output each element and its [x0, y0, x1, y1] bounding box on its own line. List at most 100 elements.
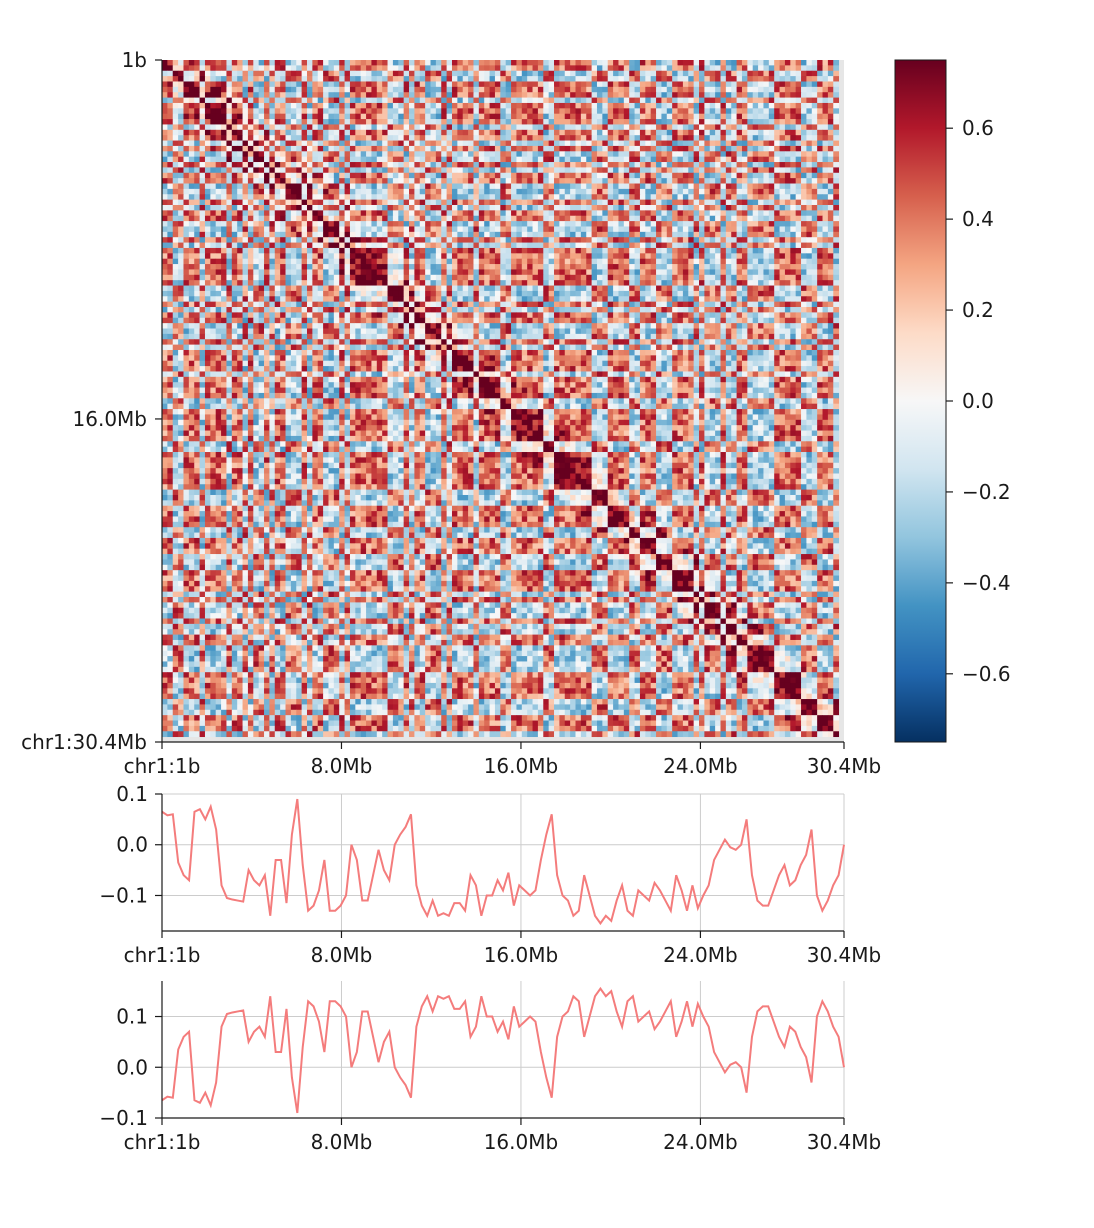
heatmap-cell: [162, 204, 168, 211]
heatmap-cell: [672, 221, 678, 227]
heatmap-cell: [548, 97, 555, 104]
heatmap-cell: [570, 178, 576, 184]
heatmap-cell: [285, 204, 292, 211]
heatmap-cell: [398, 221, 405, 227]
heatmap-cell: [811, 237, 818, 243]
heatmap-cell: [409, 237, 415, 243]
heatmap-cell: [634, 119, 641, 125]
heatmap-cell: [639, 97, 646, 104]
heatmap-cell: [682, 102, 689, 109]
heatmap-cell: [602, 258, 609, 265]
heatmap-cell: [462, 199, 469, 206]
heatmap-cell: [763, 135, 770, 141]
heatmap-cell: [247, 86, 254, 93]
heatmap-cell: [827, 183, 834, 190]
heatmap-cell: [285, 129, 292, 136]
heatmap-cell: [548, 258, 555, 265]
heatmap-cell: [355, 221, 362, 227]
heatmap-cell: [446, 258, 453, 265]
heatmap-cell: [747, 247, 754, 254]
heatmap-cell: [580, 204, 587, 211]
heatmap-cell: [172, 129, 179, 136]
heatmap-cell: [451, 221, 458, 227]
heatmap-cell: [725, 119, 732, 125]
heatmap-cell: [564, 119, 571, 125]
heatmap-cell: [409, 231, 415, 238]
heatmap-cell: [306, 113, 313, 120]
heatmap-cell: [591, 231, 598, 238]
heatmap-cell: [559, 178, 566, 184]
heatmap-cell: [656, 60, 662, 66]
heatmap-cell: [306, 199, 313, 206]
heatmap-cell: [548, 237, 555, 243]
heatmap-cell: [543, 145, 550, 152]
heatmap-cell: [537, 237, 544, 243]
heatmap-cell: [494, 108, 501, 115]
heatmap-cell: [451, 124, 458, 131]
heatmap-cell: [312, 258, 319, 265]
heatmap-cell: [645, 194, 652, 201]
heatmap-cell: [290, 247, 297, 254]
heatmap-cell: [693, 145, 700, 152]
heatmap-cell: [790, 226, 797, 233]
heatmap-cell: [763, 97, 770, 104]
heatmap-cell: [210, 65, 217, 72]
heatmap-cell: [210, 113, 217, 120]
heatmap-cell: [768, 76, 775, 82]
heatmap-cell: [559, 135, 566, 141]
heatmap-cell: [527, 188, 533, 195]
heatmap-cell: [763, 65, 770, 72]
heatmap-cell: [822, 247, 829, 254]
heatmap-cell: [264, 264, 270, 270]
heatmap-cell: [215, 247, 222, 254]
heatmap-cell: [645, 258, 652, 265]
heatmap-cell: [360, 97, 367, 104]
heatmap-cell: [666, 226, 673, 233]
heatmap-cell: [656, 231, 662, 238]
heatmap-cell: [409, 145, 415, 152]
heatmap-cell: [162, 140, 168, 147]
heatmap-cell: [709, 242, 716, 249]
heatmap-cell: [484, 162, 490, 168]
heatmap-cell: [183, 129, 190, 136]
heatmap-cell: [355, 60, 362, 66]
heatmap-cell: [457, 102, 464, 109]
heatmap-cell: [409, 135, 415, 141]
heatmap-cell: [188, 76, 195, 82]
heatmap-cell: [806, 215, 813, 222]
heatmap-cell: [312, 237, 319, 243]
heatmap-cell: [489, 258, 496, 265]
heatmap-cell: [822, 81, 829, 88]
heatmap-cell: [333, 81, 340, 88]
heatmap-cell: [301, 156, 308, 163]
heatmap-cell: [511, 194, 517, 201]
heatmap-cell: [822, 124, 829, 131]
heatmap-cell: [801, 60, 807, 66]
heatmap-cell: [269, 156, 276, 163]
heatmap-cell: [382, 70, 388, 77]
heatmap-cell: [215, 124, 222, 131]
heatmap-cell: [752, 226, 759, 233]
heatmap-cell: [226, 231, 233, 238]
heatmap-cell: [274, 264, 281, 270]
heatmap-cell: [231, 221, 238, 227]
heatmap-cell: [570, 76, 576, 82]
heatmap-cell: [596, 86, 603, 93]
heatmap-cell: [312, 247, 319, 254]
heatmap-cell: [162, 172, 168, 179]
heatmap-cell: [688, 210, 695, 217]
heatmap-cell: [699, 140, 705, 147]
heatmap-cell: [656, 92, 662, 98]
heatmap-cell: [204, 102, 211, 109]
heatmap-cell: [564, 113, 571, 120]
heatmap-cell: [768, 60, 775, 66]
heatmap-cell: [188, 151, 195, 158]
heatmap-cell: [613, 124, 619, 131]
heatmap-cell: [822, 172, 829, 179]
heatmap-cell: [280, 215, 286, 222]
heatmap-cell: [548, 264, 555, 270]
heatmap-cell: [688, 65, 695, 72]
heatmap-cell: [715, 231, 721, 238]
heatmap-cell: [532, 194, 539, 201]
heatmap-cell: [258, 172, 265, 179]
